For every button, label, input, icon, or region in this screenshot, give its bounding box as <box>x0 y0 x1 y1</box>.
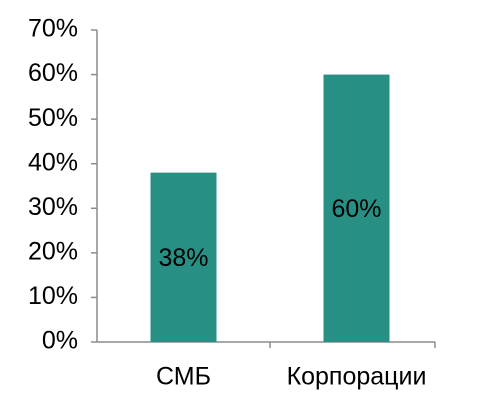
x-tick-label: Корпорации <box>287 363 427 391</box>
bar <box>150 172 217 342</box>
y-tick-label: 60% <box>28 59 78 87</box>
y-tick-label: 20% <box>28 237 78 265</box>
y-tick-label: 40% <box>28 148 78 176</box>
value-label: 38% <box>158 244 208 272</box>
value-label: 60% <box>331 195 381 223</box>
y-tick-label: 70% <box>28 15 78 43</box>
y-tick-label: 50% <box>28 104 78 132</box>
x-tick-label: СМБ <box>156 363 211 391</box>
y-tick-label: 30% <box>28 193 78 221</box>
y-tick-label: 0% <box>42 327 78 355</box>
y-tick-label: 10% <box>28 282 78 310</box>
bar <box>323 74 390 343</box>
